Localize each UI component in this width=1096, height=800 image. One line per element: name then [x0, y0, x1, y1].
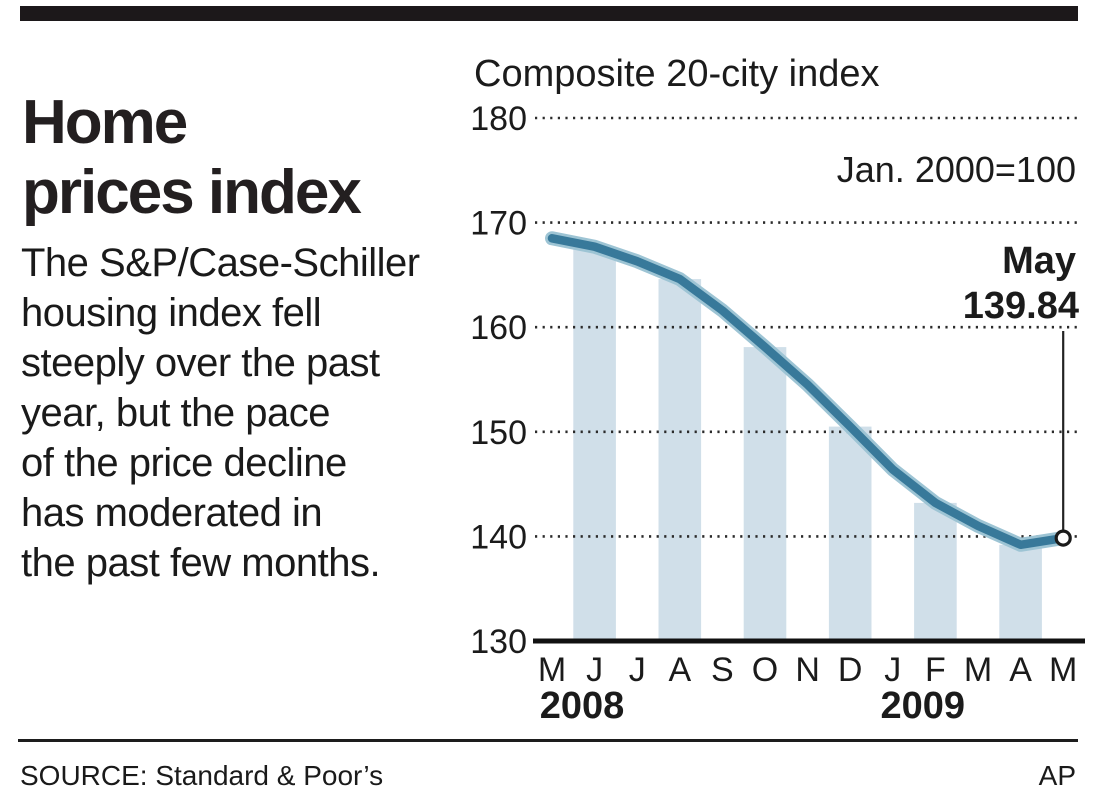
xtick-month: J [586, 651, 603, 689]
ytick-label-150: 150 [470, 414, 527, 452]
description-line: of the price decline [21, 441, 347, 485]
month-band [743, 347, 787, 639]
xtick-month: J [629, 651, 646, 689]
xtick-month: A [668, 651, 691, 689]
month-bands [573, 246, 1042, 639]
chart-title: Composite 20-city index [474, 53, 880, 95]
month-band [828, 426, 872, 639]
top-rule [20, 6, 1078, 21]
ytick-label-170: 170 [470, 205, 527, 243]
xtick-month: M [964, 651, 992, 689]
xtick-month: J [884, 651, 901, 689]
month-band [999, 544, 1042, 639]
xtick-month: M [1049, 651, 1077, 689]
ytick-label-160: 160 [470, 309, 527, 347]
description-line: housing index fell [21, 291, 322, 335]
ytick-label-140: 140 [470, 518, 527, 556]
page-title-line1: Home [22, 87, 188, 157]
xtick-month: F [925, 651, 946, 689]
description-line: steeply over the past [21, 341, 380, 385]
xtick-month: M [538, 651, 566, 689]
month-band [573, 246, 616, 639]
price-line [547, 234, 1068, 550]
xtick-year-2008: 2008 [540, 685, 625, 727]
gridlines-and-yticks: 180 170 160 150 140 130 [470, 100, 1082, 661]
month-band [658, 279, 702, 639]
description-line: the past few months. [21, 541, 381, 585]
page-title: Home prices index [22, 88, 452, 228]
ytick-label-130: 130 [470, 623, 527, 661]
description-line: year, but the pace [21, 391, 331, 435]
xtick-month: S [711, 651, 734, 689]
month-band [914, 502, 957, 639]
ytick-label-180: 180 [470, 100, 527, 138]
xtick-month: D [838, 651, 863, 689]
endpoint-marker [1054, 529, 1072, 547]
chart-description: The S&P/Case-Schiller housing index fell… [21, 238, 461, 588]
xtick-month: A [1009, 651, 1032, 689]
annotation-value: 139.84 [963, 285, 1079, 327]
annotation-month: May [1002, 240, 1076, 282]
xtick-year-2009: 2009 [881, 685, 966, 727]
xtick-month: O [752, 651, 778, 689]
page-title-line2: prices index [22, 157, 362, 227]
chart-note: Jan. 2000=100 [837, 149, 1076, 190]
xtick-month: N [795, 651, 820, 689]
description-line: has moderated in [21, 491, 323, 535]
description-line: The S&P/Case-Schiller [21, 241, 420, 285]
ap-credit: AP [1038, 760, 1076, 791]
footer-rule [18, 739, 1078, 742]
source-credit: SOURCE: Standard & Poor’s [20, 760, 384, 791]
